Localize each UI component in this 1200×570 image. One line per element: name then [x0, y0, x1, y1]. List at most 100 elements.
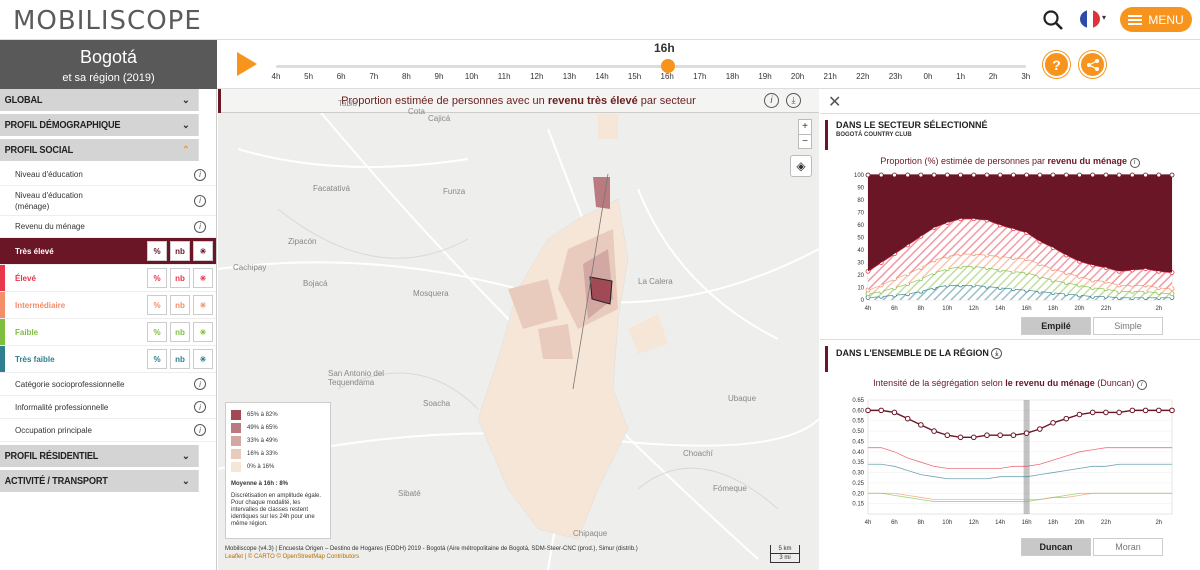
hour-label[interactable]: 19h: [758, 72, 772, 81]
info-icon[interactable]: i: [194, 168, 206, 181]
data-point[interactable]: [1129, 172, 1135, 178]
info-icon[interactable]: i: [194, 194, 206, 207]
hour-label[interactable]: 10h: [464, 72, 479, 81]
menu-button[interactable]: MENU: [1120, 7, 1192, 32]
category-row[interactable]: Très faible% nb ✳: [0, 346, 216, 373]
category-row[interactable]: Intermédiaire% nb ✳: [0, 292, 216, 319]
stacked-button[interactable]: Empilé: [1021, 317, 1091, 335]
data-point[interactable]: [1103, 172, 1109, 178]
data-point[interactable]: [1037, 172, 1043, 178]
moran-button[interactable]: Moran: [1093, 538, 1163, 556]
data-point[interactable]: [1063, 415, 1070, 422]
map[interactable]: Proportion estimée de personnes avec un …: [218, 89, 819, 570]
hour-label[interactable]: 0h: [923, 72, 933, 81]
play-icon[interactable]: [237, 52, 257, 76]
toggle-nb-button[interactable]: nb: [170, 241, 190, 261]
data-point[interactable]: [878, 407, 885, 414]
search-icon[interactable]: [1042, 9, 1064, 31]
info-icon[interactable]: i: [1129, 157, 1140, 168]
data-point[interactable]: [958, 172, 963, 178]
info-icon[interactable]: i: [1136, 379, 1147, 390]
hour-label[interactable]: 18h: [725, 72, 740, 81]
hour-label[interactable]: 4h: [271, 72, 281, 81]
data-point[interactable]: [905, 172, 911, 178]
item-revenu-menage[interactable]: Revenu du ménage i: [0, 216, 216, 238]
data-point[interactable]: [1050, 172, 1056, 178]
hour-label[interactable]: 11h: [497, 72, 511, 81]
app-logo[interactable]: MOBILISCOPE: [13, 6, 202, 36]
toggle-pct-button[interactable]: %: [147, 268, 167, 288]
toggle-flow-button[interactable]: ✳: [193, 322, 213, 342]
section-activite-transport[interactable]: Activité / transport ⌄: [0, 470, 199, 492]
data-point[interactable]: [1010, 432, 1017, 439]
time-slider-track[interactable]: [276, 65, 1026, 68]
zoom-control[interactable]: + −: [798, 119, 812, 149]
hour-label[interactable]: 6h: [336, 72, 346, 81]
item-informalite-professionnelle[interactable]: Informalité professionnelle i: [0, 396, 216, 419]
zoom-out-button[interactable]: −: [799, 134, 811, 149]
info-icon[interactable]: i: [194, 401, 206, 413]
data-point[interactable]: [944, 172, 950, 178]
data-point[interactable]: [944, 432, 951, 439]
hour-label[interactable]: 5h: [304, 72, 314, 81]
data-point[interactable]: [1010, 172, 1016, 178]
hour-label[interactable]: 3h: [1021, 72, 1031, 81]
data-point[interactable]: [1155, 407, 1162, 414]
hour-label[interactable]: 13h: [562, 72, 577, 81]
section-profil-demographique[interactable]: Profil démographique ⌄: [0, 114, 199, 136]
data-point[interactable]: [918, 172, 924, 178]
layers-icon[interactable]: ◈: [790, 155, 812, 177]
data-point[interactable]: [984, 172, 990, 178]
item-niveau-education-menage[interactable]: Niveau d'éducation (ménage) i: [0, 186, 216, 216]
toggle-flow-button[interactable]: ✳: [193, 295, 213, 315]
category-row[interactable]: Très élevé% nb ✳: [0, 238, 216, 265]
data-point[interactable]: [1169, 407, 1175, 414]
section-global[interactable]: Global ⌄: [0, 89, 199, 111]
info-icon[interactable]: i: [194, 220, 206, 233]
hour-label[interactable]: 23h: [888, 72, 903, 81]
category-row[interactable]: Faible% nb ✳: [0, 319, 216, 346]
hour-label[interactable]: 17h: [693, 72, 707, 81]
toggle-pct-button[interactable]: %: [147, 295, 167, 315]
data-point[interactable]: [970, 434, 977, 441]
item-niveau-education[interactable]: Niveau d'éducation i: [0, 164, 216, 186]
hour-label[interactable]: 7h: [369, 72, 379, 81]
hour-label[interactable]: 9h: [434, 72, 444, 81]
data-point[interactable]: [1143, 172, 1148, 178]
item-categorie-socioprofessionnelle[interactable]: Catégorie socioprofessionnelle i: [0, 373, 216, 396]
data-point[interactable]: [1116, 409, 1122, 416]
time-slider-handle[interactable]: [661, 59, 675, 73]
data-point[interactable]: [1063, 172, 1069, 178]
download-icon[interactable]: ⤓: [786, 93, 801, 108]
data-point[interactable]: [1103, 409, 1109, 416]
data-point[interactable]: [918, 422, 924, 428]
toggle-pct-button[interactable]: %: [147, 349, 167, 369]
map-canvas[interactable]: [218, 89, 819, 570]
hour-label[interactable]: 2h: [988, 72, 998, 81]
category-row[interactable]: Élevé% nb ✳: [0, 265, 216, 292]
duncan-button[interactable]: Duncan: [1021, 538, 1091, 556]
data-point[interactable]: [1076, 411, 1083, 418]
data-point[interactable]: [891, 409, 898, 416]
data-point[interactable]: [878, 172, 884, 178]
hour-label[interactable]: 15h: [627, 72, 642, 81]
data-point[interactable]: [1169, 172, 1175, 178]
hour-label[interactable]: 16h: [660, 72, 674, 81]
hour-label[interactable]: 12h: [530, 72, 544, 81]
toggle-nb-button[interactable]: nb: [170, 322, 190, 342]
credit-line-2[interactable]: Leaflet | © CARTO © OpenStreetMap Contri…: [225, 554, 360, 560]
section-profil-social[interactable]: Profil social ⌃: [0, 139, 199, 161]
data-point[interactable]: [865, 172, 871, 178]
share-icon[interactable]: [1079, 51, 1106, 78]
toggle-flow-button[interactable]: ✳: [193, 268, 213, 288]
data-point[interactable]: [1024, 172, 1030, 178]
info-icon[interactable]: i: [764, 93, 779, 108]
data-point[interactable]: [971, 172, 977, 178]
data-point[interactable]: [865, 407, 871, 414]
zoom-in-button[interactable]: +: [802, 121, 808, 132]
data-point[interactable]: [1050, 420, 1056, 426]
simple-button[interactable]: Simple: [1093, 317, 1163, 335]
data-point[interactable]: [1089, 409, 1096, 416]
toggle-flow-button[interactable]: ✳: [193, 349, 213, 369]
language-flag-icon[interactable]: [1080, 10, 1100, 28]
